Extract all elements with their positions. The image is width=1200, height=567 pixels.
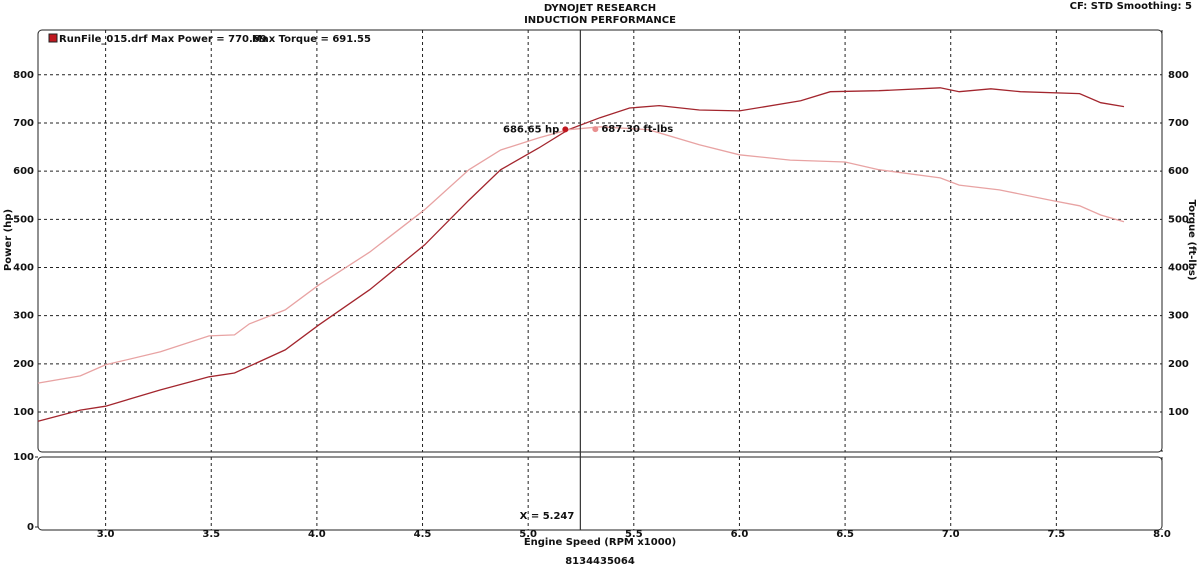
- x-tick-label: 3.0: [97, 529, 115, 540]
- y-tick-label: 300: [13, 311, 34, 322]
- y2-tick-label: 700: [1168, 118, 1189, 129]
- x-tick-label: 6.0: [731, 529, 749, 540]
- x-tick-label: 4.0: [308, 529, 326, 540]
- y2-tick-label: 800: [1168, 70, 1189, 81]
- readout-label: 686.65 hp: [503, 124, 559, 135]
- x-tick-label: 7.5: [1048, 529, 1066, 540]
- y2-tick-label: 100: [1168, 407, 1189, 418]
- y-tick-label: 100: [13, 407, 34, 418]
- x-tick-label: 8.0: [1153, 529, 1171, 540]
- readout-marker: [592, 126, 599, 133]
- y-tick-label: 500: [13, 214, 34, 225]
- y-tick-label: 700: [13, 118, 34, 129]
- y-tick-label: 800: [13, 70, 34, 81]
- x-tick-label: 5.0: [519, 529, 537, 540]
- y-tick-label: 200: [13, 359, 34, 370]
- subplot-frame: [37, 456, 1163, 531]
- y-tick-label: 400: [13, 262, 34, 273]
- y-tick-label: 100: [13, 452, 34, 463]
- chart-subtitle: INDUCTION PERFORMANCE: [524, 15, 676, 26]
- x-tick-label: 7.0: [942, 529, 960, 540]
- legend-text: Max Torque = 691.55: [252, 34, 371, 45]
- x-tick-label: 3.5: [202, 529, 220, 540]
- legend-icon: [48, 33, 58, 43]
- y-axis-label: Power (hp): [3, 209, 14, 271]
- y2-tick-label: 300: [1168, 311, 1189, 322]
- x-tick-label: 6.5: [836, 529, 854, 540]
- readout-label: 687.30 ft-lbs: [601, 124, 673, 135]
- y2-tick-label: 500: [1168, 214, 1189, 225]
- info-text: CF: STD Smoothing: 5: [1070, 1, 1192, 12]
- readout-marker: [562, 126, 569, 133]
- x-tick-label: 4.5: [414, 529, 432, 540]
- y-tick-label: 0: [27, 522, 34, 533]
- series-line: [37, 126, 1125, 384]
- x-tick-label: 5.5: [625, 529, 643, 540]
- x-axis-label: Engine Speed (RPM x1000): [524, 537, 676, 548]
- cursor-label: X = 5.247: [520, 511, 575, 522]
- y2-tick-label: 200: [1168, 359, 1189, 370]
- y2-axis-label: Torque (ft-lbs): [1186, 200, 1197, 281]
- chart-title: DYNOJET RESEARCH: [544, 3, 656, 14]
- plot-frame: [37, 29, 1163, 453]
- series-line: [37, 87, 1125, 422]
- y2-tick-label: 400: [1168, 262, 1189, 273]
- y2-tick-label: 600: [1168, 166, 1189, 177]
- y-tick-label: 600: [13, 166, 34, 177]
- legend-text: RunFile_015.drf Max Power = 770.69: [59, 34, 267, 45]
- footnote: 8134435064: [565, 556, 635, 567]
